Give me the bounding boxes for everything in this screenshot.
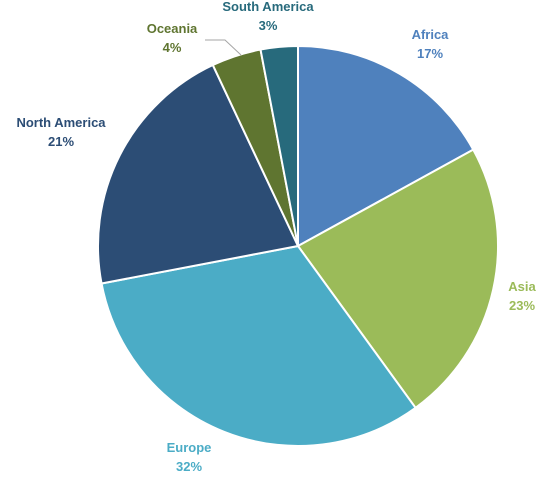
slice-label-africa: Africa 17%	[412, 27, 450, 61]
pie-slices	[97, 45, 499, 447]
slice-label-south-america: South America 3%	[222, 0, 314, 33]
slice-label-name: North America	[16, 115, 106, 130]
slice-label-name: South America	[222, 0, 314, 14]
slice-label-name: Oceania	[147, 21, 198, 36]
slice-label-europe: Europe 32%	[167, 440, 212, 474]
pie-slice-europe	[100, 245, 417, 447]
slice-label-north-america: North America 21%	[16, 115, 106, 149]
slice-labels: Africa 17% Asia 23% Europe 32% North America 21…	[16, 0, 536, 474]
slice-label-value: 23%	[509, 298, 535, 313]
leader-lines	[205, 39, 242, 56]
pie-slice-africa	[297, 45, 475, 247]
pie-slice-south-america	[259, 45, 299, 247]
slice-label-asia: Asia 23%	[508, 279, 536, 313]
slice-label-name: Asia	[508, 279, 536, 294]
slice-label-value: 21%	[48, 134, 74, 149]
slice-label-value: 32%	[176, 459, 202, 474]
slice-label-oceania: Oceania 4%	[147, 21, 198, 55]
slice-label-value: 17%	[417, 46, 443, 61]
slice-label-name: Africa	[412, 27, 450, 42]
leader-line-oceania	[205, 39, 242, 56]
slice-label-value: 4%	[163, 40, 182, 55]
slice-label-value: 3%	[259, 18, 278, 33]
pie-slice-north-america	[97, 64, 299, 285]
slice-label-name: Europe	[167, 440, 212, 455]
pie-slice-asia	[297, 148, 499, 409]
